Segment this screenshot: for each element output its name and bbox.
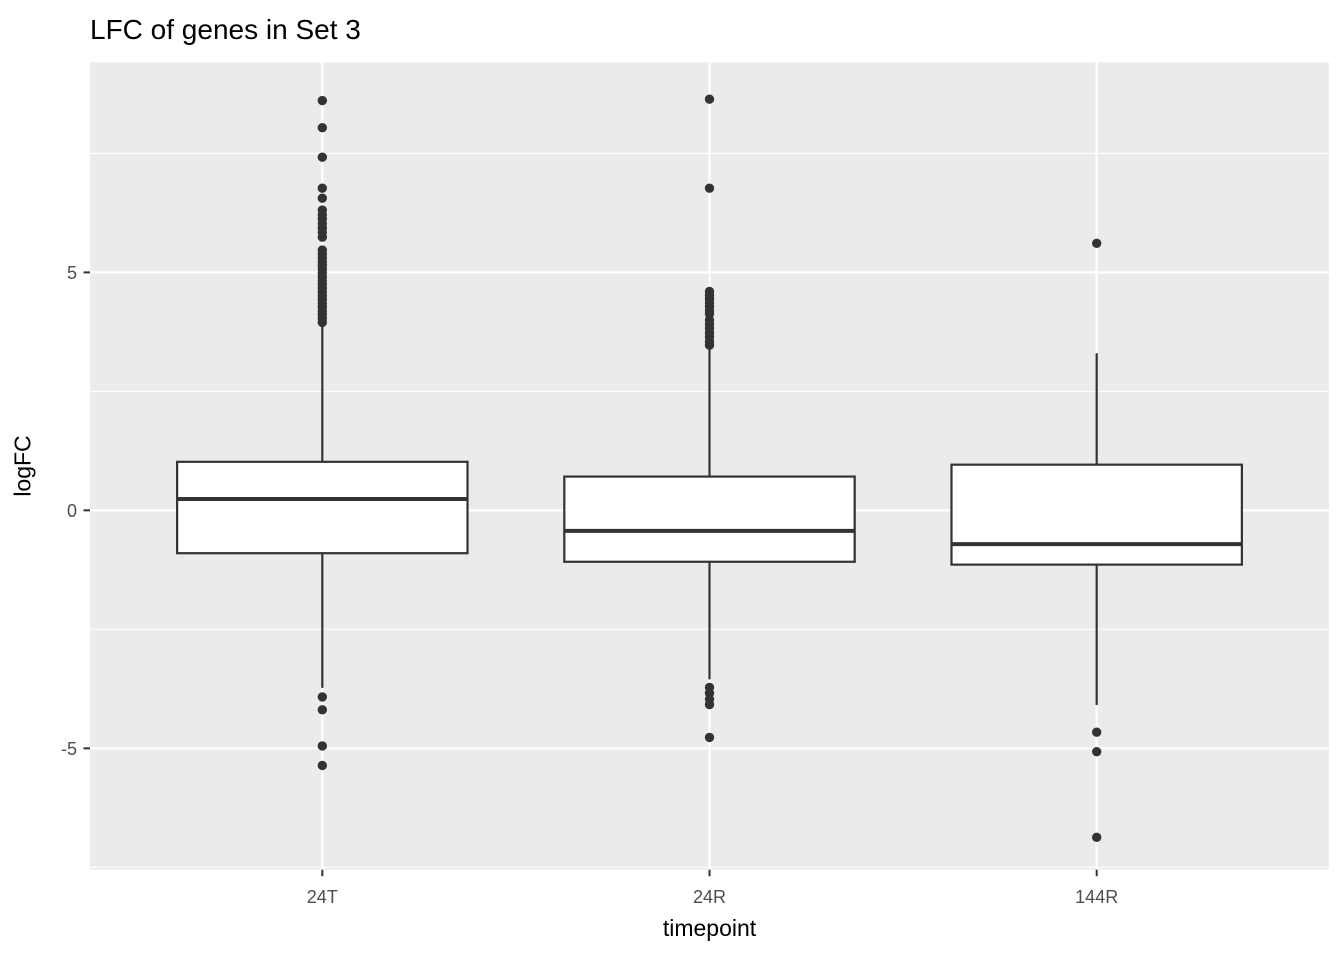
y-tick-label: -5 [61,739,77,759]
box-24T [176,460,469,555]
outlier-point-24T [317,760,328,771]
x-tick-label: 144R [1075,887,1118,907]
x-axis-title: timepoint [662,915,757,941]
outlier-point-24T [317,193,328,203]
outlier-point-24T [317,152,328,162]
outlier-point-24T [317,232,328,242]
outlier-point-24T [317,317,328,328]
outlier-point-144R [1091,832,1102,843]
plot-title: LFC of genes in Set 3 [90,14,361,45]
outlier-point-24T [317,705,328,715]
y-axis-title: logFC [9,435,36,497]
outlier-point-144R [1091,727,1102,737]
outlier-point-24T [317,95,328,106]
x-tick-label: 24T [307,887,338,907]
outlier-point-24T [317,183,328,193]
outlier-point-24T [317,692,328,702]
box-144R [950,463,1243,566]
x-tick-label: 24R [693,887,726,907]
box-24R [563,475,856,563]
outlier-point-144R [1091,746,1102,757]
outlier-point-24T [317,741,328,751]
outlier-point-24R [704,94,715,104]
outlier-point-24T [317,123,328,133]
outlier-point-24R [704,732,715,743]
outlier-point-24R [704,340,715,350]
outlier-point-24R [704,183,715,193]
y-tick-label: 0 [67,501,77,521]
y-tick-label: 5 [67,263,77,283]
outlier-point-24R [704,699,715,710]
outlier-point-144R [1091,238,1102,249]
